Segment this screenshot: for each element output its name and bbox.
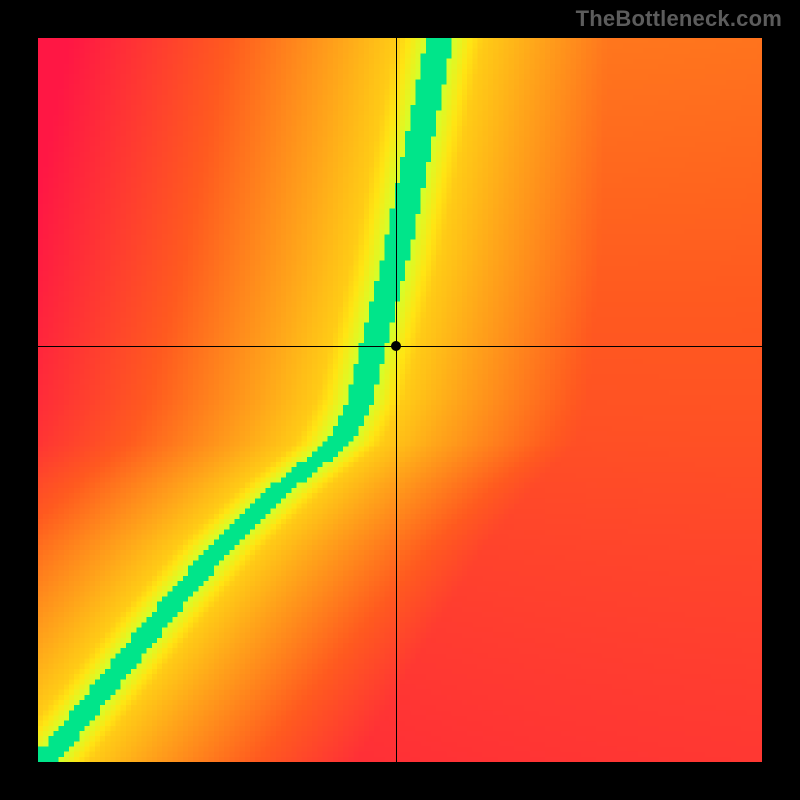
heatmap-canvas (38, 38, 762, 762)
watermark-text: TheBottleneck.com (576, 6, 782, 32)
heatmap-plot (38, 38, 762, 762)
crosshair-vertical (396, 38, 397, 762)
